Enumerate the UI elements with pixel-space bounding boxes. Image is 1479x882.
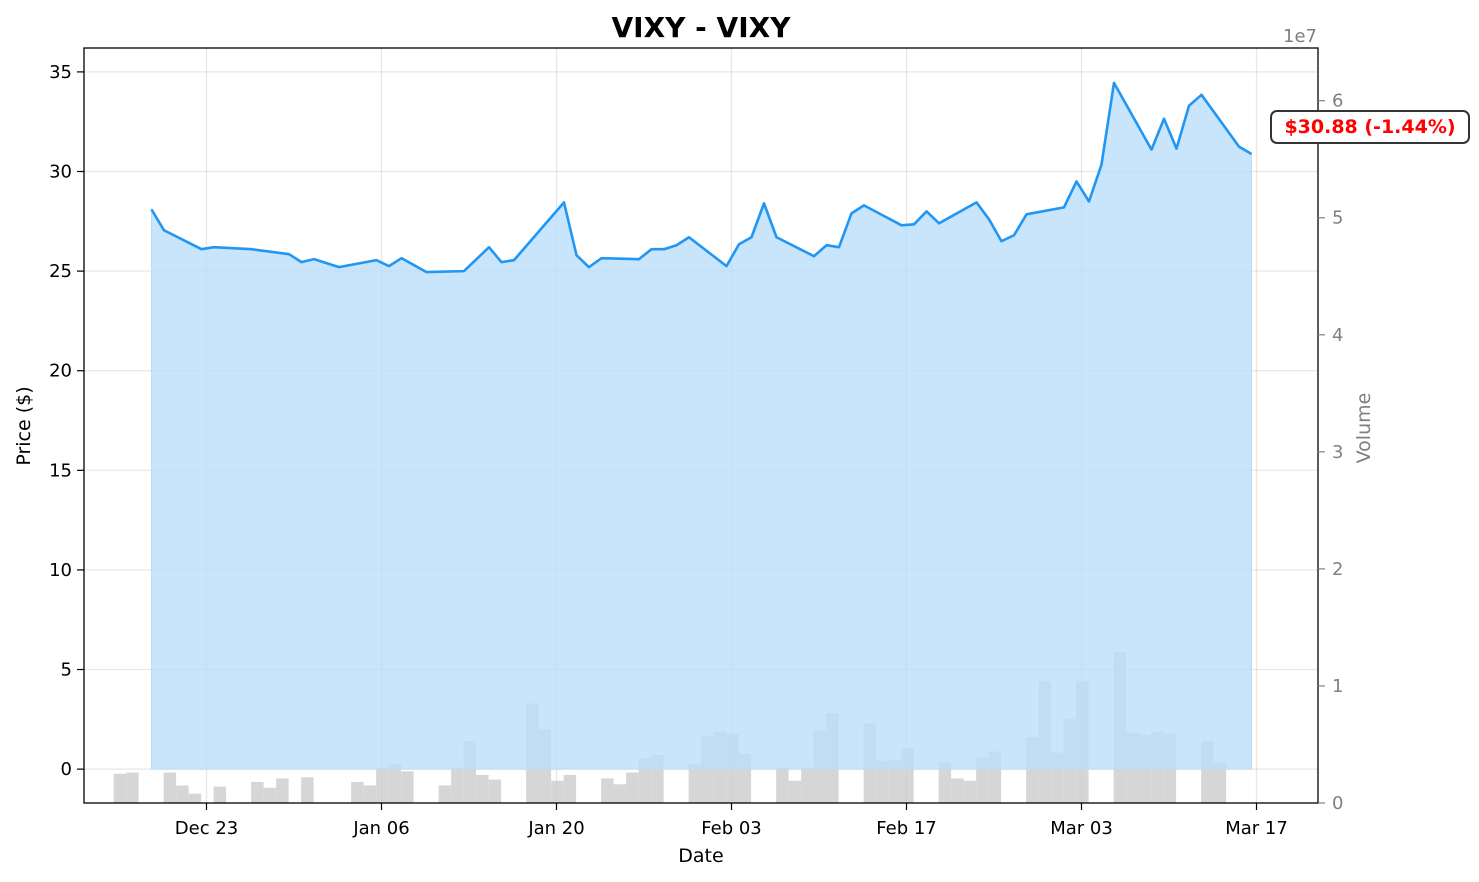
x-axis-ticks: Dec 23 Jan 06 Jan 20 Feb 03 Feb 17 Mar 03 Mar … [175, 803, 1288, 839]
chart-title: VIXY - VIXY [611, 11, 791, 44]
x-tick-label: Mar 03 [1050, 818, 1113, 839]
volume-bar [188, 793, 202, 803]
volume-bar [963, 780, 977, 803]
volume-bar [363, 785, 377, 803]
volume-bar [601, 778, 614, 803]
volume-bar [163, 772, 177, 803]
volume-bar [626, 772, 639, 803]
y-axis-label: Price ($) [13, 386, 35, 465]
price-area-fill [151, 81, 1252, 770]
volume-bar [351, 781, 364, 803]
last-price-annotation: $30.88 (-1.44%) [1270, 110, 1470, 144]
y-tick-label: 5 [61, 660, 72, 681]
volume-bar [613, 784, 627, 803]
volume-bar [213, 786, 227, 803]
x-tick-label: Jan 06 [352, 818, 409, 839]
annotation-box [1270, 110, 1470, 144]
volume-bar [251, 781, 264, 803]
y2-tick-label: 1 [1332, 676, 1343, 697]
volume-bar [476, 774, 489, 803]
y-tick-label: 30 [49, 162, 72, 183]
y2-tick-label: 0 [1332, 793, 1343, 814]
y-tick-label: 0 [61, 759, 72, 780]
x-axis-label: Date [678, 845, 723, 867]
price-line-group [150, 81, 1253, 274]
volume-bar [1213, 762, 1227, 803]
volume-bar [801, 767, 814, 803]
volume-bar [276, 778, 289, 803]
y2-tick-label: 6 [1332, 91, 1343, 112]
y-tick-label: 15 [49, 460, 72, 481]
volume-bar [638, 758, 652, 803]
volume-bar [951, 778, 964, 803]
volume-bar [938, 762, 952, 803]
volume-bar [126, 772, 139, 803]
y-tick-label: 20 [49, 361, 72, 382]
y2-offset-text: 1e7 [1283, 26, 1317, 47]
y-tick-label: 10 [49, 560, 72, 581]
y2-tick-label: 4 [1332, 325, 1343, 346]
annotation-text: $30.88 (-1.44%) [1284, 116, 1455, 138]
volume-bar [551, 780, 564, 803]
y2-tick-label: 5 [1332, 208, 1343, 229]
volume-bar [688, 764, 702, 803]
price-area [151, 81, 1252, 770]
x-tick-label: Jan 20 [527, 818, 584, 839]
volume-bar [176, 785, 189, 803]
price-line [150, 81, 1253, 274]
y2-tick-label: 3 [1332, 442, 1343, 463]
volume-bar [113, 773, 127, 803]
volume-bar [876, 760, 889, 803]
volume-bar [488, 779, 502, 803]
volume-bar [401, 771, 414, 803]
volume-bar [388, 764, 402, 803]
volume-bar [438, 785, 452, 803]
volume-bar [563, 774, 577, 803]
y-tick-label: 25 [49, 261, 72, 282]
volume-bar [451, 767, 464, 803]
x-tick-label: Mar 17 [1225, 818, 1288, 839]
volume-bar [376, 767, 389, 803]
plot-frame [83, 47, 1319, 804]
volume-bar [888, 759, 902, 803]
x-tick-label: Feb 17 [876, 818, 937, 839]
y-axis-ticks: 0 5 10 15 20 25 30 35 [49, 62, 84, 780]
volume-bar [776, 767, 789, 803]
y2-axis-label: Volume [1353, 393, 1375, 464]
x-tick-label: Dec 23 [175, 818, 238, 839]
x-tick-label: Feb 03 [701, 818, 762, 839]
y2-tick-label: 2 [1332, 559, 1343, 580]
volume-bar [301, 777, 314, 803]
y2-axis-ticks: 0 1 2 3 4 5 6 [1318, 91, 1343, 814]
volume-bar [263, 787, 277, 803]
volume-bar [788, 780, 802, 803]
y-tick-label: 35 [49, 62, 72, 83]
